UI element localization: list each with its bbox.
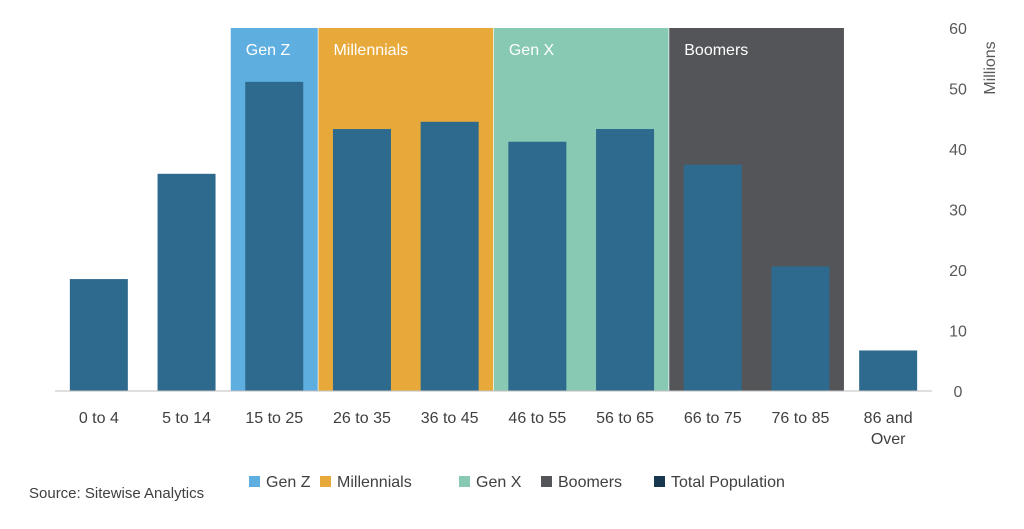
legend-swatch	[320, 476, 331, 487]
band-label-millennials: Millennials	[333, 42, 408, 59]
legend-swatch	[459, 476, 470, 487]
bars	[69, 81, 918, 392]
legend-label: Boomers	[558, 474, 622, 491]
bar-0-to-4	[69, 279, 128, 391]
legend-label: Gen Z	[266, 474, 311, 491]
y-tick-label: 50	[949, 82, 967, 99]
legend-item-total-population: Total Population	[654, 474, 785, 491]
bar-86-and-over	[859, 350, 918, 391]
x-tick-label: 56 to 65	[596, 410, 654, 427]
legend-label: Total Population	[671, 474, 785, 491]
legend-label: Gen X	[476, 474, 522, 491]
legend-label: Millennials	[337, 474, 412, 491]
legend-item-boomers: Boomers	[541, 474, 622, 491]
x-tick-label: 36 to 45	[421, 410, 479, 427]
source-note: Source: Sitewise Analytics	[29, 485, 205, 502]
legend-item-gen-z: Gen Z	[249, 474, 311, 491]
x-tick-label: 15 to 25	[245, 410, 303, 427]
legend-item-gen-x: Gen X	[459, 474, 522, 491]
y-tick-label: 30	[949, 203, 967, 220]
bar-46-to-55	[508, 141, 567, 391]
y-tick-label: 10	[949, 324, 967, 341]
legend-swatch	[541, 476, 552, 487]
x-tick-label: 66 to 75	[684, 410, 742, 427]
y-tick-label: 40	[949, 142, 967, 159]
band-label-gen-z: Gen Z	[246, 42, 291, 59]
x-tick-label: 76 to 85	[772, 410, 830, 427]
y-tick-label: 60	[949, 21, 967, 38]
band-label-boomers: Boomers	[684, 42, 748, 59]
legend-swatch	[654, 476, 665, 487]
x-axis-ticks: 0 to 4 5 to 14 15 to 25 26 to 35 36 to 45 46 …	[79, 410, 913, 448]
legend-swatch	[249, 476, 260, 487]
x-tick-label: 5 to 14	[162, 410, 211, 427]
y-axis-ticks: 0 10 20 30 40 50 60	[949, 21, 967, 401]
x-tick-label: 0 to 4	[79, 410, 119, 427]
bar-5-to-14	[157, 173, 216, 391]
bar-36-to-45	[420, 121, 479, 392]
x-tick-label: 26 to 35	[333, 410, 391, 427]
x-tick-label: 86 and Over	[864, 410, 913, 448]
y-tick-label: 0	[954, 384, 963, 401]
x-tick-label: 46 to 55	[508, 410, 566, 427]
legend-item-millennials: Millennials	[320, 474, 412, 491]
bar-56-to-65	[596, 129, 655, 391]
y-axis-label: Millions	[982, 41, 999, 94]
bar-15-to-25	[245, 81, 304, 391]
band-label-gen-x: Gen X	[509, 42, 555, 59]
legend: Gen Z Millennials Gen X Boomers Total Popula…	[249, 474, 785, 491]
y-tick-label: 20	[949, 263, 967, 280]
bar-26-to-35	[332, 129, 391, 391]
bar-66-to-75	[683, 164, 742, 391]
bar-76-to-85	[771, 266, 830, 391]
